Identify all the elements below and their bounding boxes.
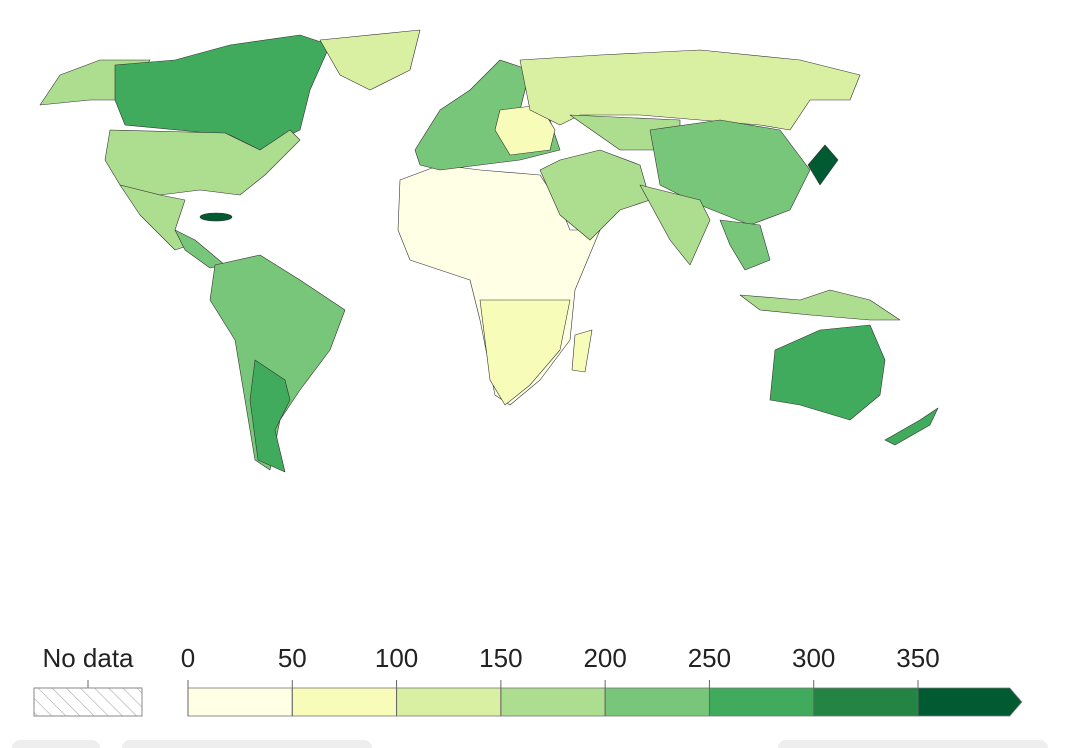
button[interactable]	[12, 740, 100, 748]
button[interactable]	[778, 740, 1048, 748]
legend-bin	[813, 687, 919, 717]
tick-label: 200	[583, 643, 626, 673]
no-data-swatch	[33, 687, 143, 717]
country	[639, 184, 711, 266]
world-map	[39, 29, 939, 473]
country	[719, 219, 771, 271]
country	[119, 184, 191, 251]
country	[479, 299, 571, 406]
country	[807, 144, 839, 186]
legend-bin	[917, 687, 1023, 717]
country	[571, 329, 593, 373]
no-data-label: No data	[42, 643, 134, 673]
legend-bin	[291, 687, 397, 717]
legend: No data 0 50 100 150 200 250 300 350	[33, 643, 1023, 717]
tick-label: 0	[181, 643, 195, 673]
country	[519, 49, 861, 131]
button[interactable]	[122, 740, 372, 748]
country	[104, 129, 301, 196]
country	[769, 324, 886, 421]
legend-bin	[187, 687, 293, 717]
tick-label: 150	[479, 643, 522, 673]
legend-bin	[709, 687, 815, 717]
tick-label: 350	[896, 643, 939, 673]
country	[174, 229, 226, 269]
country	[209, 254, 346, 471]
country	[114, 34, 331, 151]
tick-label: 250	[688, 643, 731, 673]
legend-bin	[500, 687, 606, 717]
legend-bin	[396, 687, 502, 717]
country	[739, 289, 901, 321]
tick-label: 50	[278, 643, 307, 673]
country	[249, 359, 291, 473]
country	[199, 212, 233, 222]
country	[319, 29, 421, 91]
legend-bin	[604, 687, 710, 717]
country	[884, 407, 939, 446]
tick-label: 300	[792, 643, 835, 673]
tick-label: 100	[375, 643, 418, 673]
